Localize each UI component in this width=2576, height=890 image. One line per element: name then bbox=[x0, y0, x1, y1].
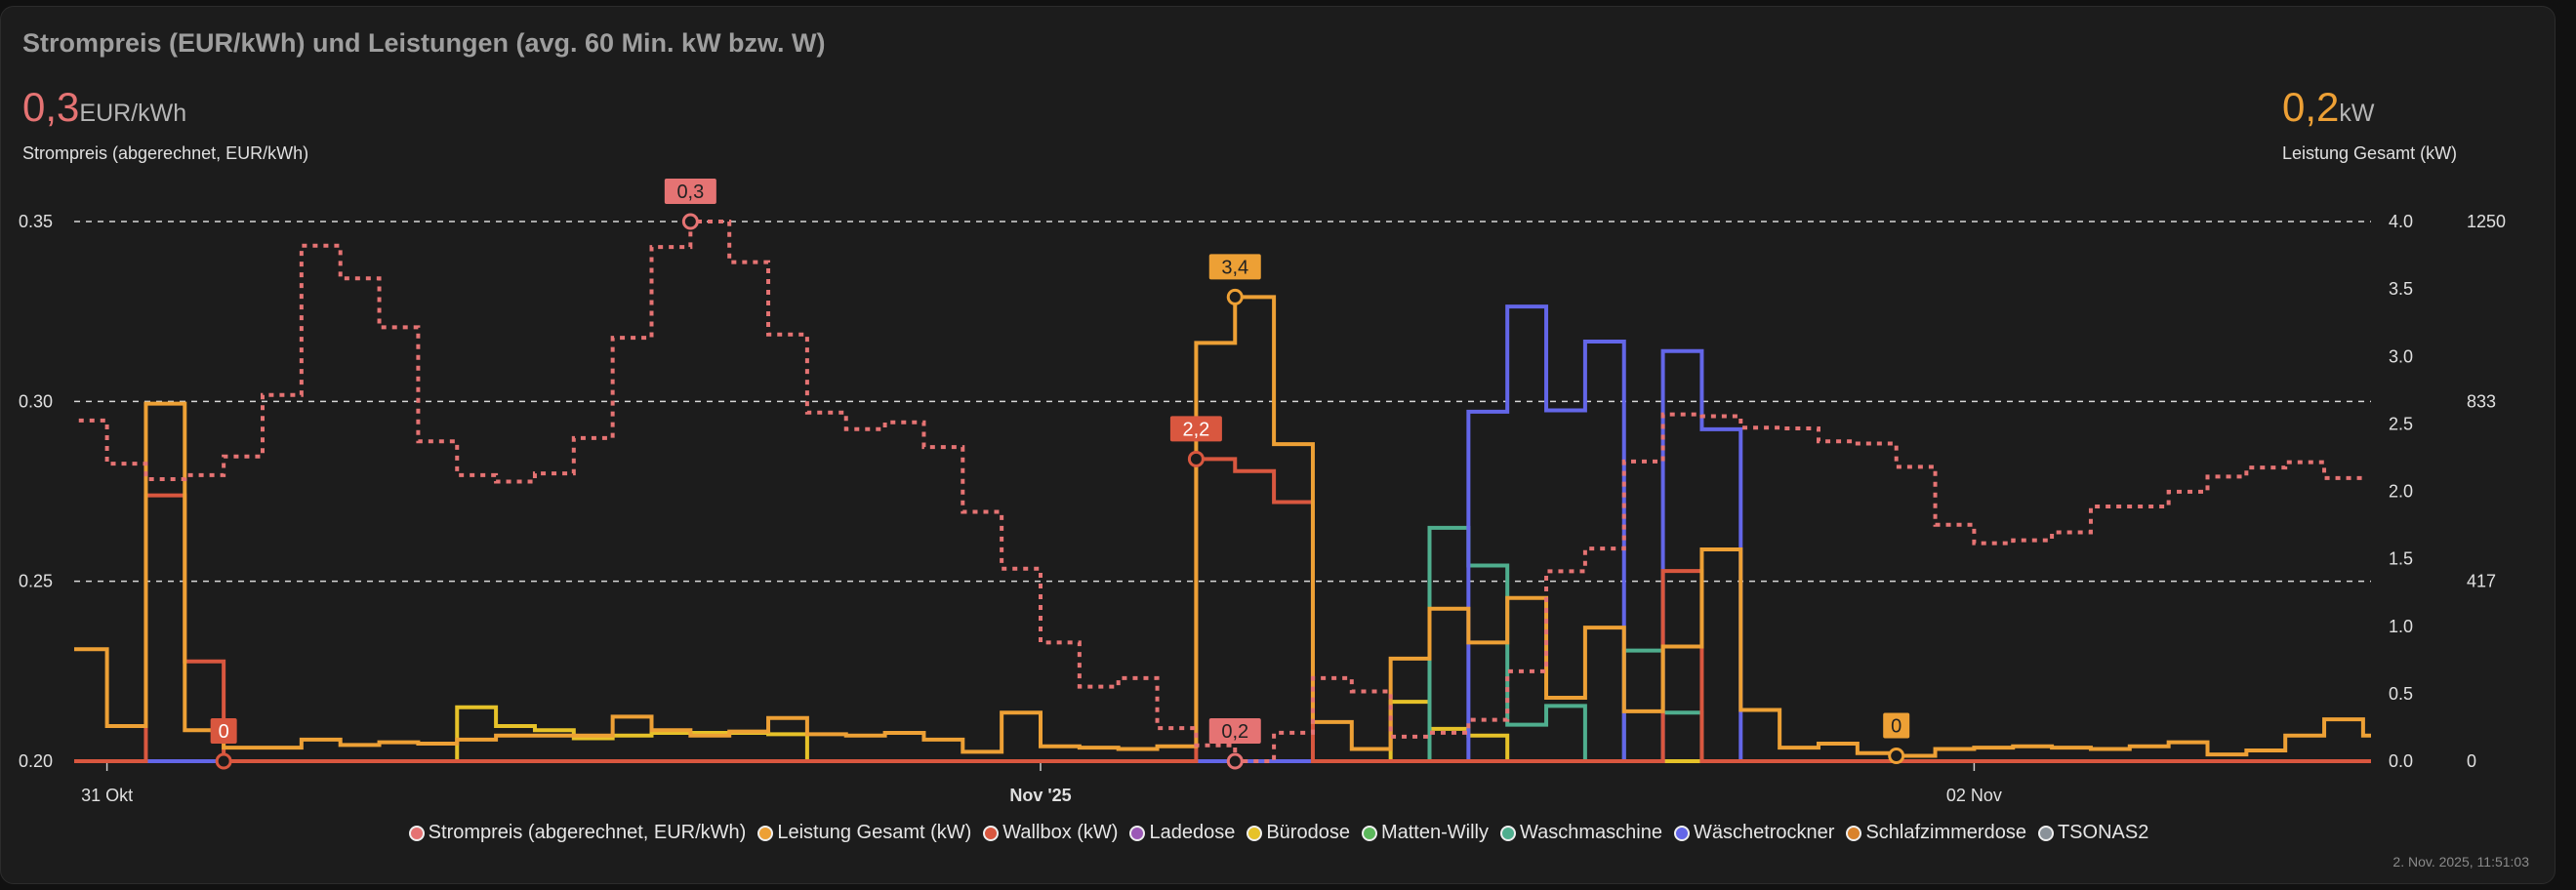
annotation-marker bbox=[1187, 450, 1205, 467]
price-label: Strompreis (abgerechnet, EUR/kWh) bbox=[22, 143, 309, 163]
annotation-label: 3,4 bbox=[1221, 257, 1248, 278]
y-right2-tick-label: 1250 bbox=[2467, 212, 2506, 231]
chart-svg[interactable]: 0.35 0.30 0.25 0.20 4.0 3.5 3.0 2.5 2.0 1.5 1.0 0.5… bbox=[1, 7, 2556, 885]
y-right-tick-label: 0.0 bbox=[2389, 751, 2413, 771]
annotation-label: 0 bbox=[219, 721, 229, 743]
series-line-leistung-gesamt-kw- bbox=[74, 295, 2371, 758]
legend-color-icon bbox=[1361, 825, 1377, 841]
legend-color-icon bbox=[757, 825, 774, 841]
legend-color-icon bbox=[1846, 825, 1862, 841]
annotation-badge bbox=[1208, 254, 1261, 280]
legend-item[interactable]: Wäschetrockner bbox=[1673, 822, 1835, 844]
annotation-label: 0 bbox=[1891, 715, 1901, 737]
power-unit: kW bbox=[2339, 100, 2375, 127]
series-line-wallbox-kw- bbox=[74, 457, 2371, 763]
annotation-badge bbox=[664, 179, 716, 204]
legend-label: Wäschetrockner bbox=[1693, 822, 1835, 843]
legend-item[interactable]: Strompreis (abgerechnet, EUR/kWh) bbox=[408, 822, 747, 844]
y-left-tick-label: 0.30 bbox=[19, 391, 53, 411]
legend-color-icon bbox=[1499, 825, 1516, 841]
series-line-strompreis-abgerechnet-eur-kwh- bbox=[74, 220, 2363, 763]
legend-label: Wallbox (kW) bbox=[1002, 822, 1119, 843]
legend: Strompreis (abgerechnet, EUR/kWh) Leistun… bbox=[1, 822, 2556, 844]
legend-item[interactable]: TSONAS2 bbox=[2037, 822, 2149, 844]
annotation-badge bbox=[1883, 712, 1910, 739]
x-tick-label: 02 Nov bbox=[1946, 786, 2002, 805]
legend-item[interactable]: Leistung Gesamt (kW) bbox=[757, 822, 971, 844]
legend-label: Strompreis (abgerechnet, EUR/kWh) bbox=[428, 822, 747, 843]
legend-label: Waschmaschine bbox=[1519, 822, 1662, 843]
power-stat[interactable]: 0,2kW bbox=[2282, 85, 2375, 136]
timestamp: 2. Nov. 2025, 11:51:03 bbox=[2392, 854, 2529, 870]
legend-item[interactable]: Wallbox (kW) bbox=[983, 822, 1118, 844]
legend-label: Ladedose bbox=[1149, 822, 1236, 843]
legend-item[interactable]: Matten-Willy bbox=[1361, 822, 1489, 844]
power-value: 0,2 bbox=[2282, 84, 2340, 130]
y-right-tick-label: 3.5 bbox=[2389, 279, 2413, 299]
legend-item[interactable]: Bürodose bbox=[1247, 822, 1350, 844]
y-right-tick-label: 0.5 bbox=[2389, 684, 2413, 704]
legend-item[interactable]: Ladedose bbox=[1129, 822, 1235, 844]
legend-color-icon bbox=[1673, 825, 1690, 841]
x-tick-label: Nov '25 bbox=[1009, 786, 1071, 805]
annotation-label: 2,2 bbox=[1182, 419, 1209, 440]
y-left-tick-label: 0.35 bbox=[19, 212, 53, 231]
annotation-badge bbox=[1208, 718, 1261, 744]
annotation-badge bbox=[1169, 416, 1222, 442]
power-label: Leistung Gesamt (kW) bbox=[2282, 143, 2458, 163]
y-right-tick-label: 3.0 bbox=[2389, 346, 2413, 366]
legend-label: Matten-Willy bbox=[1380, 822, 1489, 843]
annotation-marker bbox=[1888, 747, 1905, 764]
chart-card: Strompreis (EUR/kWh) und Leistungen (avg… bbox=[0, 6, 2556, 884]
y-right-tick-label: 2.0 bbox=[2389, 482, 2413, 502]
price-value: 0,3 bbox=[22, 84, 80, 130]
price-stat[interactable]: 0,3EUR/kWh bbox=[22, 85, 186, 136]
legend-item[interactable]: Waschmaschine bbox=[1499, 822, 1662, 844]
legend-color-icon bbox=[408, 825, 425, 841]
annotation-marker bbox=[681, 213, 699, 230]
annotation-label: 0,3 bbox=[676, 182, 704, 203]
price-unit: EUR/kWh bbox=[79, 100, 187, 127]
legend-label: Schlafzimmerdose bbox=[1865, 822, 2026, 843]
y-right-tick-label: 1.0 bbox=[2389, 617, 2413, 636]
y-right2-tick-label: 833 bbox=[2467, 391, 2496, 411]
y-right-tick-label: 2.5 bbox=[2389, 414, 2413, 433]
series-group bbox=[74, 220, 2371, 763]
legend-label: TSONAS2 bbox=[2057, 822, 2149, 843]
annotation-marker bbox=[1226, 752, 1244, 770]
annotation-marker bbox=[215, 752, 232, 770]
legend-color-icon bbox=[983, 825, 1000, 841]
y-right-tick-label: 1.5 bbox=[2389, 549, 2413, 569]
card-title: Strompreis (EUR/kWh) und Leistungen (avg… bbox=[22, 28, 826, 58]
y-right-tick-label: 4.0 bbox=[2389, 212, 2413, 231]
legend-item[interactable]: Schlafzimmerdose bbox=[1846, 822, 2026, 844]
y-right2-tick-label: 0 bbox=[2467, 751, 2476, 771]
legend-label: Leistung Gesamt (kW) bbox=[777, 822, 972, 843]
y-left-tick-label: 0.25 bbox=[19, 572, 53, 591]
legend-color-icon bbox=[2037, 825, 2054, 841]
x-tick-label: 31 Okt bbox=[81, 786, 133, 805]
legend-label: Bürodose bbox=[1266, 822, 1350, 843]
annotation-label: 0,2 bbox=[1221, 721, 1248, 743]
legend-color-icon bbox=[1247, 825, 1263, 841]
annotation-marker bbox=[1226, 288, 1244, 305]
annotation-badge bbox=[210, 718, 237, 744]
y-right2-tick-label: 417 bbox=[2467, 572, 2496, 591]
legend-color-icon bbox=[1129, 825, 1146, 841]
y-left-tick-label: 0.20 bbox=[19, 751, 53, 771]
